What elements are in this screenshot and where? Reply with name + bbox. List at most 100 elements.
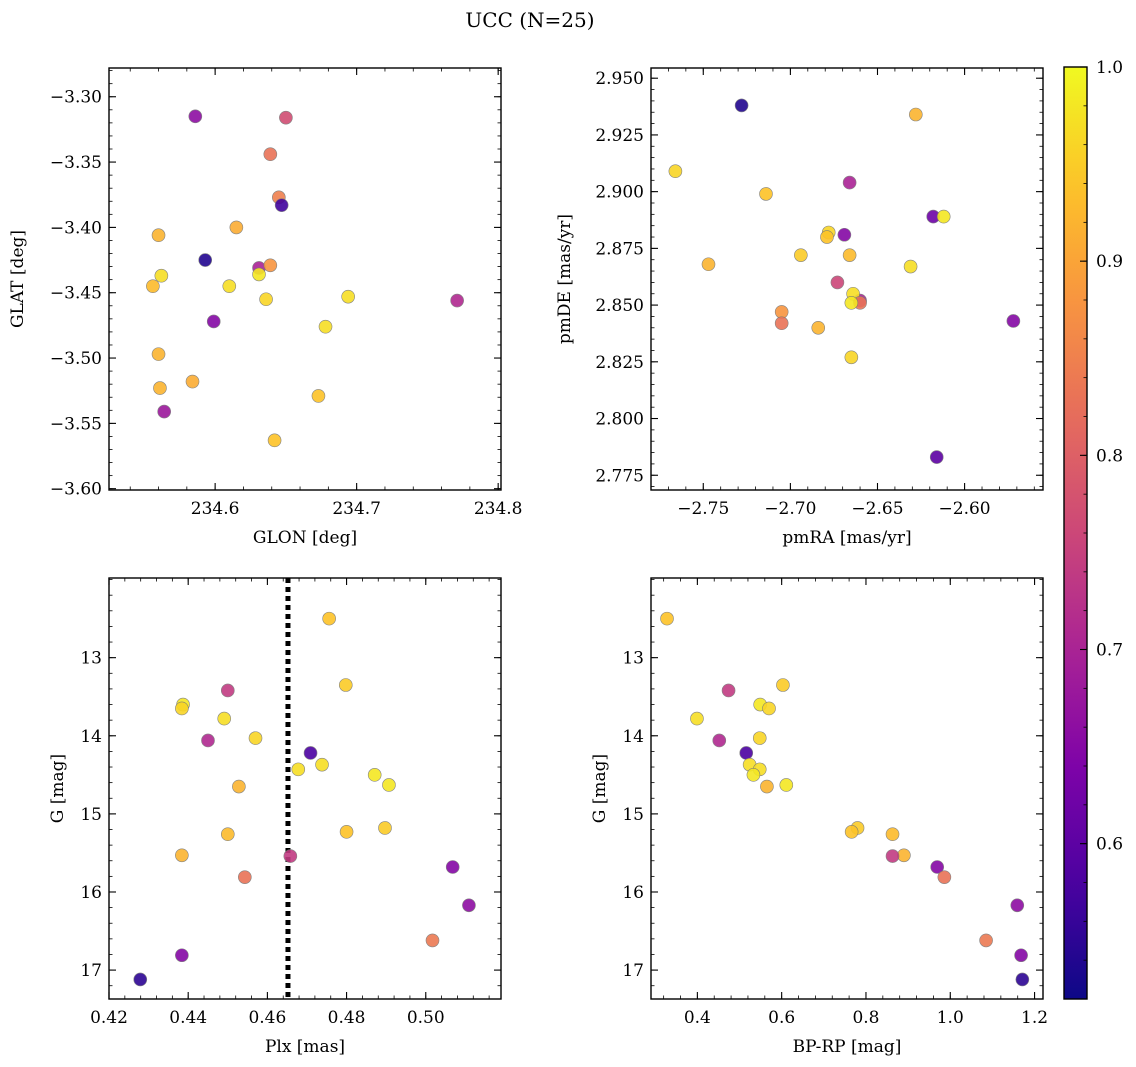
x-axis-label: GLON [deg] xyxy=(253,528,357,548)
scatter-point xyxy=(274,198,289,212)
scatter-points xyxy=(660,611,1030,987)
scatter-points xyxy=(146,109,464,448)
x-tick-label: 234.6 xyxy=(191,499,240,519)
scatter-point xyxy=(929,450,944,464)
scatter-point xyxy=(206,314,221,329)
scatter-point xyxy=(1014,948,1028,963)
scatter-point xyxy=(133,972,148,987)
scatter-point xyxy=(701,257,716,272)
x-axis-label: Plx [mas] xyxy=(265,1037,345,1057)
scatter-point xyxy=(175,848,189,863)
x-axis-label: pmRA [mas/yr] xyxy=(782,528,911,548)
scatter-point xyxy=(259,292,273,307)
y-tick-label: 17 xyxy=(622,961,644,981)
scatter-point xyxy=(776,678,790,692)
scatter-point xyxy=(425,933,440,948)
scatter-point xyxy=(712,733,727,748)
y-tick-label: −3.60 xyxy=(50,480,102,500)
scatter-point xyxy=(930,860,945,874)
scatter-point xyxy=(445,860,460,874)
y-tick-label: 13 xyxy=(622,649,644,669)
colorbar-tick-label: 1.0 xyxy=(1096,58,1123,78)
scatter-point xyxy=(339,825,354,839)
scatter-points xyxy=(133,611,476,987)
scatter-point xyxy=(844,296,859,310)
scatter-point xyxy=(734,98,749,113)
scatter-point xyxy=(885,827,900,841)
scatter-point xyxy=(811,320,826,335)
scatter-point xyxy=(830,275,845,290)
axes-frame xyxy=(108,577,502,1000)
scatter-point xyxy=(315,757,329,772)
scatter-point xyxy=(842,248,857,262)
axes-frame xyxy=(650,67,1044,491)
y-tick-label: −3.50 xyxy=(50,349,102,369)
scatter-points xyxy=(668,98,1021,464)
x-tick-label: −2.75 xyxy=(677,499,729,519)
x-tick-label: 234.8 xyxy=(474,499,523,519)
scatter-point xyxy=(229,220,244,235)
panel-3: 0.42 0.44 0.46 0.48 0.50 13 14 15 16 17 Plx [mas] G… xyxy=(48,577,502,1057)
y-tick-label: 16 xyxy=(80,883,102,903)
scatter-point xyxy=(232,779,246,794)
colorbar-tick-label: 0.8 xyxy=(1096,446,1123,466)
y-tick-label: 17 xyxy=(80,961,102,981)
panel-2: −2.75 −2.70 −2.65 −2.60 2.775 2.800 2.825 2.850… xyxy=(555,67,1044,548)
y-axis-label: G [mag] xyxy=(590,754,610,823)
axes-frame xyxy=(650,577,1044,1000)
scatter-point xyxy=(311,389,326,403)
scatter-point xyxy=(774,316,789,331)
scatter-point xyxy=(779,778,794,792)
scatter-point xyxy=(794,248,808,262)
scatter-point xyxy=(154,268,169,283)
scatter-point xyxy=(378,821,392,835)
x-tick-label: −2.70 xyxy=(764,499,816,519)
panels-group: 234.6 234.7 234.8 −3.60 −3.55 −3.50 −3.45 −3.40… xyxy=(8,67,1048,1057)
colorbar: 0.6 0.7 0.8 0.9 1.0 xyxy=(1063,58,1123,1000)
colorbar-tick-label: 0.7 xyxy=(1096,641,1123,661)
scatter-point xyxy=(762,701,776,716)
colorbar-tick-label: 0.6 xyxy=(1096,835,1123,855)
x-tick-label: 0.8 xyxy=(852,1008,879,1028)
scatter-point xyxy=(759,187,773,201)
scatter-point xyxy=(175,701,189,716)
scatter-point xyxy=(739,746,754,760)
scatter-point xyxy=(146,279,160,293)
y-tick-label: −3.35 xyxy=(50,153,102,173)
scatter-point xyxy=(303,746,318,760)
scatter-point xyxy=(279,110,293,125)
x-tick-label: −2.65 xyxy=(851,499,903,519)
scatter-point xyxy=(937,870,952,884)
scatter-point xyxy=(201,733,215,748)
scatter-point xyxy=(151,228,166,243)
y-tick-label: 2.900 xyxy=(595,183,644,203)
x-tick-label: 0.6 xyxy=(768,1008,795,1028)
scatter-point xyxy=(760,779,774,794)
x-tick-label: 1.0 xyxy=(937,1008,964,1028)
x-axis-label: BP-RP [mag] xyxy=(793,1037,902,1057)
scatter-point xyxy=(263,147,278,162)
scatter-point xyxy=(220,827,235,841)
scatter-point xyxy=(885,849,900,863)
x-tick-label: 0.4 xyxy=(684,1008,711,1028)
scatter-point xyxy=(1015,972,1030,987)
y-tick-label: 2.850 xyxy=(595,296,644,316)
scatter-point xyxy=(291,762,306,777)
y-axis-label: G [mag] xyxy=(48,754,68,823)
y-tick-label: 15 xyxy=(622,805,644,825)
axes-frame xyxy=(108,67,502,491)
figure-title: UCC (N=25) xyxy=(465,8,594,32)
y-tick-label: 2.950 xyxy=(595,69,644,89)
scatter-point xyxy=(283,849,298,863)
x-tick-label: 0.50 xyxy=(407,1008,445,1028)
panel-4: 0.4 0.6 0.8 1.0 1.2 13 14 15 16 17 BP-RP [mag] G [m… xyxy=(590,577,1048,1057)
scatter-point xyxy=(668,164,683,179)
panel-1: 234.6 234.7 234.8 −3.60 −3.55 −3.50 −3.45 −3.40… xyxy=(8,67,523,548)
scatter-point xyxy=(267,433,282,448)
scatter-point xyxy=(903,259,918,274)
scatter-point xyxy=(462,898,476,913)
scatter-point xyxy=(820,230,834,244)
y-tick-label: −3.45 xyxy=(50,284,102,304)
y-tick-label: −3.40 xyxy=(50,218,102,238)
